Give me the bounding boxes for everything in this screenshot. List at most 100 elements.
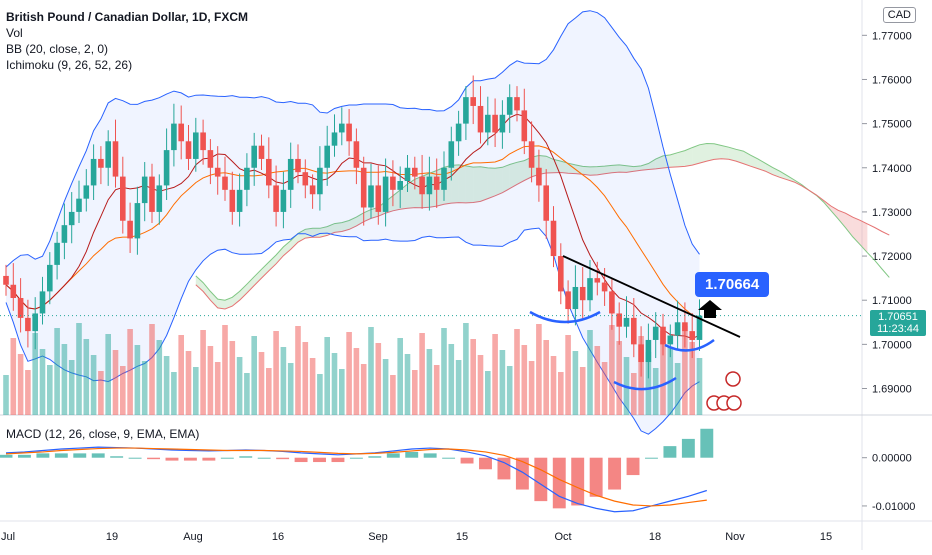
ichimoku-cloud (648, 159, 656, 170)
volume-bar (193, 367, 199, 415)
volume-bar (185, 351, 192, 415)
candle-body (273, 185, 279, 212)
macd-histogram-bar (0, 454, 13, 458)
trendline (562, 255, 741, 338)
ichimoku-cloud (546, 156, 554, 173)
ichimoku-cloud (736, 149, 744, 164)
candle-body (652, 326, 659, 340)
candle-body (54, 242, 60, 265)
candle-body (360, 167, 367, 208)
volume-bar (368, 327, 374, 415)
macd-histogram-bar (497, 457, 511, 480)
macd-histogram-bar (128, 457, 142, 459)
volume-bar (455, 360, 462, 415)
x-tick-label: 15 (820, 531, 832, 543)
volume-bar (17, 354, 24, 415)
candle-body (222, 176, 228, 190)
candle-body (631, 317, 637, 345)
candle-body (528, 141, 535, 168)
candle-body (309, 185, 316, 195)
candle-body (32, 313, 38, 332)
ichimoku-cloud (225, 297, 233, 310)
volume-bar (244, 373, 250, 415)
macd-tick-label: -0.01000 (872, 501, 915, 513)
macd-histogram-bar (36, 453, 50, 458)
ichimoku-cloud (750, 155, 758, 169)
ichimoku-cloud (312, 228, 320, 238)
macd-histogram-bar (479, 457, 492, 470)
macd-indicator-label[interactable]: MACD (12, 26, close, 9, EMA, EMA) (6, 427, 200, 441)
candle-body (382, 176, 389, 212)
candle-body (258, 145, 265, 159)
last-price-badge: 1.70651 11:23:44 (870, 310, 926, 336)
candle-body (127, 220, 133, 239)
candle-body (10, 284, 17, 299)
macd-histogram-bar (663, 446, 677, 458)
ichimoku-indicator-label[interactable]: Ichimoku (9, 26, 52, 26) (6, 58, 133, 72)
candle-body (68, 211, 75, 226)
volume-bar (404, 354, 411, 415)
candle-body (236, 189, 243, 212)
candle-body (506, 97, 513, 115)
candle-body (463, 97, 469, 124)
volume-bar (120, 366, 126, 415)
macd-histogram-bar (608, 457, 622, 490)
ichimoku-cloud (363, 209, 371, 222)
candle-body (550, 220, 557, 257)
ichimoku-cloud (860, 220, 868, 253)
volume-bar (477, 355, 484, 415)
candle-body (244, 167, 250, 190)
y-tick-label: 1.75000 (872, 119, 912, 131)
ichimoku-cloud (246, 276, 255, 294)
ichimoku-cloud (341, 220, 350, 232)
ichimoku-cloud (641, 163, 649, 171)
macd-histogram-bar (110, 456, 124, 458)
currency-button[interactable]: CAD (882, 7, 916, 23)
candle-body (47, 264, 53, 292)
volume-bar (3, 375, 9, 415)
bb-indicator-label[interactable]: BB (20, close, 2, 0) (6, 42, 109, 56)
macd-histogram-bar (589, 457, 603, 497)
volume-bar (419, 333, 425, 415)
signal-line (5, 447, 707, 507)
candle-body (558, 256, 564, 292)
ichimoku-cloud (400, 184, 408, 210)
candle-body (17, 298, 24, 318)
candle-body (185, 141, 192, 159)
volume-bar (674, 363, 681, 415)
symbol-title[interactable]: British Pound / Canadian Dollar, 1D, FXC… (6, 10, 249, 24)
event-flag-icon (726, 395, 742, 411)
macd-histogram-bar (276, 457, 290, 460)
up-arrow-icon (698, 300, 722, 318)
volume-bar (645, 352, 652, 415)
volume-bar (214, 362, 221, 415)
macd-histogram-bar (460, 457, 474, 464)
ichimoku-cloud (458, 164, 466, 203)
ichimoku-cloud (699, 143, 707, 164)
macd-histogram-bar (239, 456, 253, 458)
volume-bar (127, 329, 133, 415)
candle-body (368, 185, 374, 208)
volume-bar (616, 341, 622, 415)
volume-bar (631, 373, 637, 415)
ichimoku-cloud (714, 143, 722, 160)
ichimoku-cloud (210, 291, 218, 308)
volume-bar (105, 334, 111, 415)
volume-bar (346, 332, 352, 415)
volume-bar (390, 375, 396, 415)
volume-bar (47, 365, 53, 415)
volume-bar (514, 329, 520, 415)
vol-indicator-label[interactable]: Vol (6, 26, 23, 40)
ichimoku-cloud (590, 166, 598, 176)
candle-body (156, 185, 163, 212)
ichimoku-cloud (261, 262, 269, 279)
candle-body (134, 203, 141, 239)
candle-body (266, 158, 272, 186)
volume-bar (689, 342, 695, 415)
volume-bar (652, 368, 659, 415)
macd-histogram-bar (257, 457, 271, 459)
candle-body (477, 105, 484, 133)
candle-body (433, 176, 440, 190)
